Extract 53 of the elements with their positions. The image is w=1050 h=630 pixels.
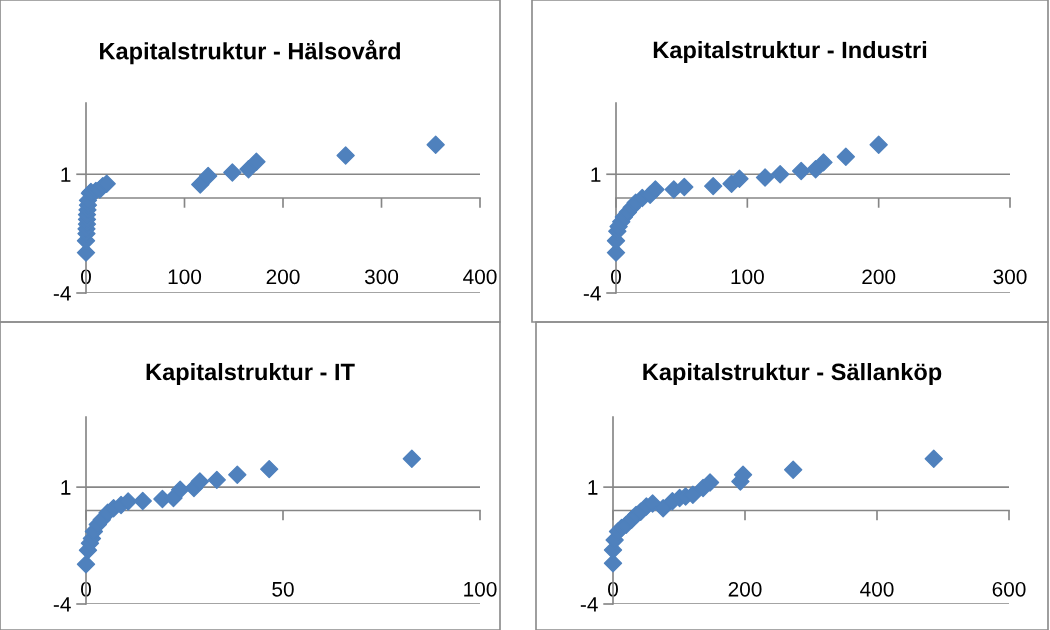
point: [426, 135, 445, 155]
chart-title: Kapitalstruktur - IT: [146, 362, 355, 385]
point: [755, 168, 775, 187]
y-tick-label: -4: [583, 286, 601, 301]
point: [336, 146, 355, 165]
point: [924, 449, 943, 469]
x-tick-label: 400: [860, 581, 894, 597]
point: [675, 177, 694, 197]
point: [791, 161, 811, 181]
x-tick-label: 400: [463, 269, 497, 285]
x-tick-label: 300: [364, 269, 399, 285]
point: [770, 165, 790, 184]
y-tick-label: -4: [580, 597, 598, 612]
point: [646, 180, 665, 199]
y-tick-label: 1: [591, 167, 601, 182]
point: [814, 153, 833, 172]
chart-title: Kapitalstruktur - Industri: [653, 41, 927, 63]
point: [207, 470, 227, 490]
x-tick-label: 100: [464, 581, 497, 597]
y-tick-label: 1: [588, 480, 598, 495]
x-tick-label: 300: [993, 269, 1027, 285]
point: [133, 491, 152, 511]
point: [228, 465, 247, 484]
chart-title: Kapitalstruktur - Hälsovård: [100, 39, 400, 65]
x-tick-label: 0: [608, 581, 618, 597]
point: [836, 147, 856, 166]
point: [170, 480, 190, 499]
x-tick-label: 100: [168, 269, 202, 285]
x-tick-label: 600: [992, 581, 1026, 597]
x-tick-label: 200: [862, 269, 896, 285]
x-tick-label: 200: [728, 581, 762, 597]
x-tick-label: 200: [266, 269, 300, 285]
y-tick-label: 1: [61, 480, 71, 495]
point: [260, 459, 279, 479]
x-tick-label: 0: [81, 581, 91, 597]
x-tick-label: 0: [81, 269, 91, 285]
point: [783, 460, 803, 480]
point: [198, 166, 218, 186]
x-tick-label: 0: [611, 269, 621, 285]
point: [223, 163, 242, 182]
point: [869, 135, 888, 155]
point: [603, 554, 623, 573]
y-tick-label: 1: [61, 167, 71, 182]
x-tick-label: 100: [731, 269, 764, 285]
x-tick-label: 50: [272, 581, 294, 597]
point: [190, 472, 210, 491]
point: [247, 152, 266, 171]
y-tick-label: -4: [53, 286, 71, 301]
point: [703, 176, 723, 196]
point: [402, 449, 422, 469]
point: [76, 555, 96, 574]
y-tick-label: -4: [53, 597, 71, 612]
chart-title: Kapitalstruktur - Sällanköp: [643, 362, 942, 385]
